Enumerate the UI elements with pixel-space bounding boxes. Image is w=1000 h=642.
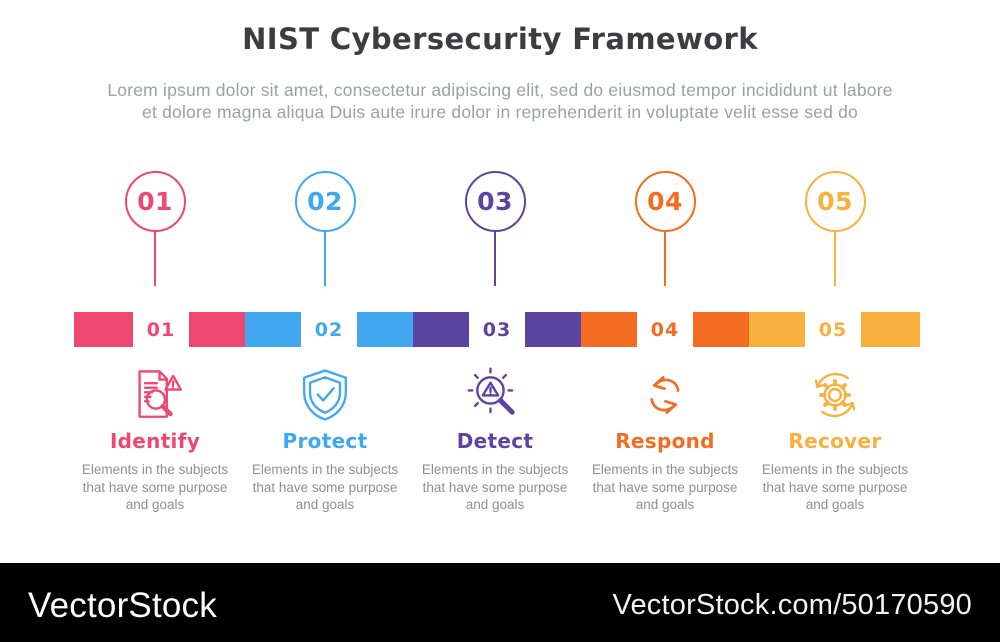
step-description: Elements in the subjects that have some … <box>761 462 909 512</box>
bar-number: 03 <box>482 318 512 341</box>
page-title: NIST Cybersecurity Framework <box>242 22 758 56</box>
document-search-warning-icon <box>126 366 184 424</box>
cycle-arrows-icon <box>636 366 694 424</box>
bar-block <box>74 312 133 347</box>
step-label: Identify <box>109 429 201 453</box>
marker-stem <box>833 232 837 286</box>
bar-block <box>525 312 581 347</box>
step-description: Elements in the subjects that have some … <box>591 462 739 512</box>
bar-number: 01 <box>146 318 176 341</box>
bar-block <box>581 312 637 347</box>
step-detect: Detect Elements in the subjects that hav… <box>410 366 580 514</box>
bar-block <box>693 312 749 347</box>
step-label: Protect <box>282 429 368 453</box>
vectorstock-logo: VectorStock <box>28 585 217 625</box>
step-number-circle: 02 <box>294 171 356 232</box>
step-identify: Identify Elements in the subjects that h… <box>70 366 240 514</box>
step-marker-detect: 03 <box>410 171 580 286</box>
shield-check-icon <box>296 366 354 424</box>
page-subtitle: Lorem ipsum dolor sit amet, consectetur … <box>0 79 1000 123</box>
step-number-circle: 05 <box>804 171 866 232</box>
marker-stem <box>493 232 497 286</box>
step-marker-protect: 02 <box>240 171 410 286</box>
bar-segment <box>693 312 805 347</box>
bar-block <box>357 312 413 347</box>
marker-stem <box>323 232 327 286</box>
bar-block <box>413 312 469 347</box>
step-recover: Recover Elements in the subjects that ha… <box>750 366 920 514</box>
bar-block <box>189 312 245 347</box>
magnifier-warning-icon <box>466 366 524 424</box>
watermark-bar: VectorStock VectorStock.com/50170590 <box>0 563 1000 642</box>
marker-stem <box>663 232 667 286</box>
step-label: Respond <box>615 429 715 453</box>
bar-segment <box>525 312 637 347</box>
step-marker-respond: 04 <box>580 171 750 286</box>
step-protect: Protect Elements in the subjects that ha… <box>240 366 410 514</box>
step-label: Recover <box>788 429 882 453</box>
step-marker-identify: 01 <box>70 171 240 286</box>
watermark-url: VectorStock.com/50170590 <box>612 589 972 621</box>
step-description: Elements in the subjects that have some … <box>81 462 229 512</box>
bar-number: 04 <box>650 318 680 341</box>
subtitle-line-1: Lorem ipsum dolor sit amet, consectetur … <box>107 80 893 100</box>
bar-block <box>861 312 920 347</box>
bar-block <box>749 312 805 347</box>
step-marker-recover: 05 <box>750 171 920 286</box>
marker-stem <box>153 232 157 286</box>
step-respond: Respond Elements in the subjects that ha… <box>580 366 750 514</box>
bar-segment <box>357 312 469 347</box>
bar-segment <box>74 312 133 347</box>
step-details: Identify Elements in the subjects that h… <box>70 366 920 514</box>
bar-segment <box>189 312 301 347</box>
step-number-circle: 04 <box>634 171 696 232</box>
step-description: Elements in the subjects that have some … <box>251 462 399 512</box>
bar-segment <box>861 312 920 347</box>
step-number-circle: 03 <box>464 171 526 232</box>
step-description: Elements in the subjects that have some … <box>421 462 569 512</box>
gear-refresh-icon <box>806 366 864 424</box>
timeline-bar: 01 02 03 04 05 <box>74 312 920 347</box>
bar-block <box>245 312 301 347</box>
step-number-circle: 01 <box>124 171 186 232</box>
step-markers: 01 02 03 04 05 <box>70 171 920 286</box>
bar-number: 05 <box>818 318 848 341</box>
bar-number: 02 <box>314 318 344 341</box>
step-label: Detect <box>456 429 534 453</box>
subtitle-line-2: et dolore magna aliqua Duis aute irure d… <box>142 102 858 122</box>
